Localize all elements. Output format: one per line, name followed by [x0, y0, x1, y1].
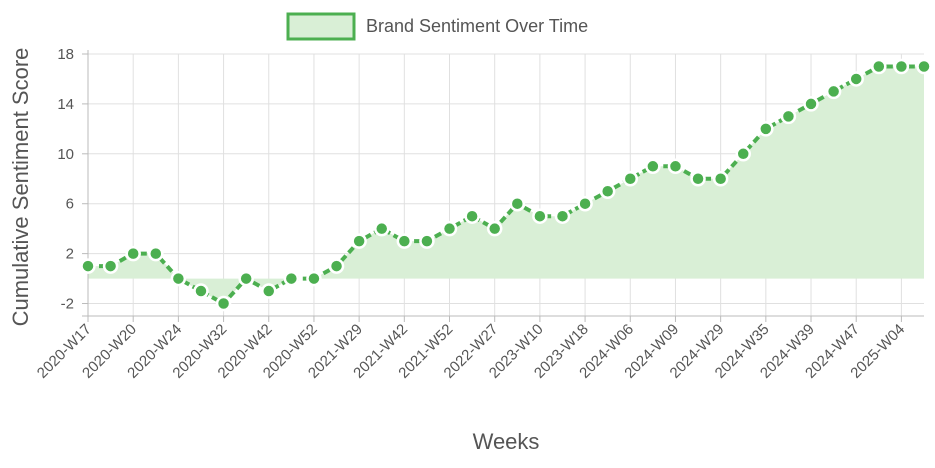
- data-point[interactable]: [916, 58, 932, 75]
- data-point[interactable]: [148, 245, 164, 262]
- data-point[interactable]: [577, 195, 593, 212]
- legend-swatch[interactable]: [286, 12, 356, 41]
- data-point[interactable]: [193, 283, 209, 299]
- data-point[interactable]: [871, 58, 887, 75]
- data-point[interactable]: [645, 158, 661, 175]
- data-point[interactable]: [351, 233, 367, 249]
- x-axis-ticks: 2020-W172020-W202020-W242020-W322020-W42…: [34, 316, 908, 382]
- data-point[interactable]: [373, 220, 390, 237]
- data-point[interactable]: [102, 258, 119, 274]
- area-fill: [88, 66, 924, 304]
- y-tick-label: 2: [66, 246, 74, 263]
- data-point[interactable]: [238, 270, 254, 287]
- data-point[interactable]: [80, 258, 96, 274]
- y-tick-label: -2: [61, 296, 74, 313]
- y-axis-ticks: -2 2 6 10 14 18: [57, 46, 88, 313]
- data-point[interactable]: [261, 283, 277, 299]
- y-tick-label: 10: [57, 146, 74, 163]
- data-point[interactable]: [554, 208, 571, 224]
- y-tick-label: 18: [57, 46, 74, 63]
- data-point[interactable]: [758, 121, 774, 137]
- legend[interactable]: Brand Sentiment Over Time: [286, 12, 588, 41]
- data-point[interactable]: [306, 270, 322, 287]
- data-point[interactable]: [735, 146, 751, 162]
- data-point[interactable]: [283, 270, 300, 287]
- data-point[interactable]: [125, 245, 141, 262]
- y-tick-label: 6: [66, 196, 74, 213]
- data-point[interactable]: [486, 220, 503, 237]
- data-point[interactable]: [599, 183, 616, 199]
- data-point[interactable]: [622, 171, 639, 187]
- y-axis-title: Cumulative Sentiment Score: [8, 48, 33, 327]
- y-tick-label: 14: [57, 96, 74, 113]
- data-point[interactable]: [712, 171, 729, 187]
- data-point[interactable]: [825, 83, 842, 100]
- data-point[interactable]: [419, 233, 435, 249]
- legend-label: Brand Sentiment Over Time: [366, 16, 588, 36]
- data-point[interactable]: [441, 220, 458, 237]
- data-point[interactable]: [396, 233, 413, 249]
- data-point[interactable]: [780, 108, 797, 125]
- data-point[interactable]: [464, 208, 480, 224]
- data-point[interactable]: [328, 258, 345, 274]
- data-points: [80, 58, 932, 312]
- data-point[interactable]: [803, 96, 819, 112]
- axes: [82, 50, 924, 322]
- data-point[interactable]: [215, 295, 232, 312]
- x-axis-title: Weeks: [473, 429, 540, 454]
- data-point[interactable]: [690, 171, 706, 187]
- data-point[interactable]: [893, 58, 910, 75]
- data-point[interactable]: [509, 195, 526, 212]
- data-point[interactable]: [532, 208, 548, 224]
- data-point[interactable]: [170, 270, 187, 287]
- data-point[interactable]: [848, 71, 864, 87]
- data-point[interactable]: [667, 158, 684, 175]
